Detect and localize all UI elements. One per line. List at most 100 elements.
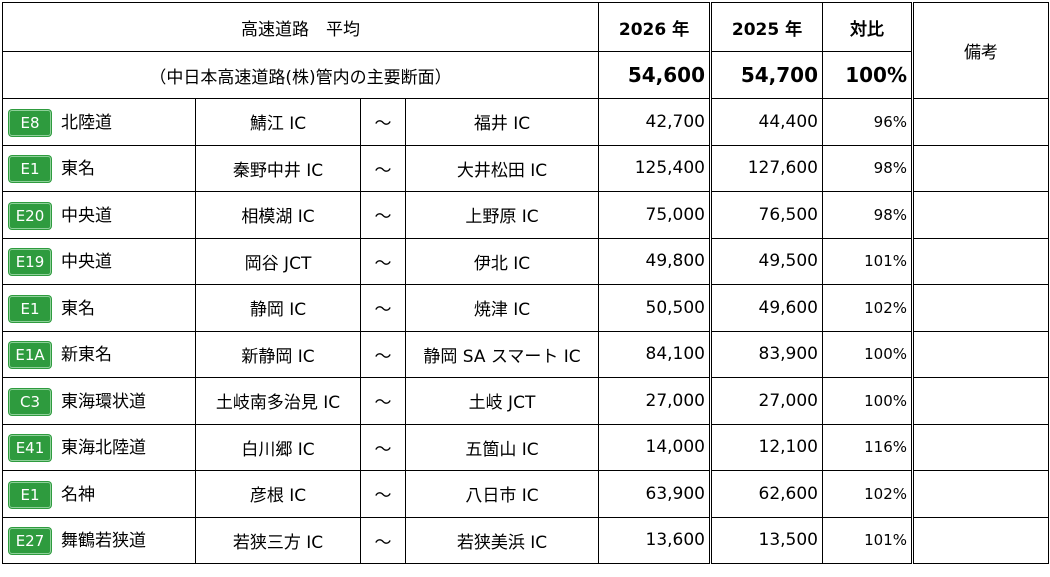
route-badge: E41 (9, 435, 51, 462)
to-point: 八日市 IC (405, 470, 599, 518)
data-row: E1 東名 静岡 IC ～焼津 IC 50,500 49,600 102% (2, 284, 1049, 332)
separator: ～ (360, 98, 406, 146)
road-cell: E41 東海北陸道 (2, 423, 196, 471)
data-row: E27 舞鶴若狭道 若狭三方 IC ～若狭美浜 IC 13,600 13,500 101% (2, 516, 1049, 564)
road-cell: E27 舞鶴若狭道 (2, 516, 196, 564)
road-cell: C3 東海環状道 (2, 377, 196, 425)
from-point: 鯖江 IC (195, 98, 361, 146)
average-ratio: 100% (822, 51, 913, 99)
separator: ～ (360, 330, 406, 378)
road-cell: E1 名神 (2, 470, 196, 518)
remarks (911, 144, 1049, 192)
data-row: E8 北陸道 鯖江 IC ～福井 IC 42,700 44,400 96% (2, 98, 1049, 146)
header-2025: 2025 年 (709, 2, 823, 52)
route-badge: E20 (9, 202, 51, 229)
to-point: 大井松田 IC (405, 144, 599, 192)
route-badge: E19 (9, 249, 51, 276)
from-point: 静岡 IC (195, 284, 361, 332)
ratio: 101% (822, 516, 913, 564)
ratio: 116% (822, 423, 913, 471)
ratio: 96% (822, 98, 913, 146)
data-row: E20 中央道 相模湖 IC ～上野原 IC 75,000 76,500 98% (2, 191, 1049, 239)
value-2025: 83,900 (709, 330, 823, 378)
value-2025: 127,600 (709, 144, 823, 192)
from-point: 岡谷 JCT (195, 237, 361, 285)
remarks (911, 98, 1049, 146)
value-2026: 125,400 (598, 144, 711, 192)
data-row: E1 東名 秦野中井 IC ～大井松田 IC 125,400 127,600 98% (2, 144, 1049, 192)
road-name: 新東名 (61, 345, 112, 366)
value-2026: 49,800 (598, 237, 711, 285)
road-name: 舞鶴若狭道 (61, 531, 146, 552)
remarks (911, 470, 1049, 518)
to-point: 土岐 JCT (405, 377, 599, 425)
from-point: 新静岡 IC (195, 330, 361, 378)
header-row: 高速道路 平均 2026 年 2025 年 対比 備考 (2, 2, 1049, 99)
header-title: 高速道路 平均 (2, 2, 599, 52)
ratio: 102% (822, 470, 913, 518)
from-point: 白川郷 IC (195, 423, 361, 471)
separator: ～ (360, 423, 406, 471)
value-2026: 13,600 (598, 516, 711, 564)
road-cell: E20 中央道 (2, 191, 196, 239)
header-2026: 2026 年 (598, 2, 711, 52)
data-row: E41 東海北陸道 白川郷 IC ～五箇山 IC 14,000 12,100 116% (2, 423, 1049, 471)
to-point: 五箇山 IC (405, 423, 599, 471)
road-cell: E19 中央道 (2, 237, 196, 285)
to-point: 福井 IC (405, 98, 599, 146)
ratio: 98% (822, 144, 913, 192)
to-point: 若狭美浜 IC (405, 516, 599, 564)
separator: ～ (360, 470, 406, 518)
value-2025: 12,100 (709, 423, 823, 471)
separator: ～ (360, 284, 406, 332)
data-row: E19 中央道 岡谷 JCT ～伊北 IC 49,800 49,500 101% (2, 237, 1049, 285)
road-name: 東海環状道 (61, 391, 146, 412)
separator: ～ (360, 191, 406, 239)
from-point: 相模湖 IC (195, 191, 361, 239)
header-subtitle: （中日本高速道路(株)管内の主要断面） (2, 51, 599, 99)
header-ratio: 対比 (822, 2, 913, 52)
route-badge: E27 (9, 528, 51, 555)
separator: ～ (360, 377, 406, 425)
value-2026: 50,500 (598, 284, 711, 332)
value-2025: 27,000 (709, 377, 823, 425)
route-badge: C3 (9, 388, 51, 415)
from-point: 秦野中井 IC (195, 144, 361, 192)
route-badge: E1 (9, 156, 51, 183)
route-badge: E1 (9, 481, 51, 508)
road-name: 北陸道 (61, 112, 112, 133)
average-row: （中日本高速道路(株)管内の主要断面） 54,600 54,700 100% (2, 51, 1049, 99)
to-point: 焼津 IC (405, 284, 599, 332)
average-2026: 54,600 (598, 51, 711, 99)
route-badge: E1 (9, 295, 51, 322)
road-name: 名神 (61, 484, 95, 505)
from-point: 土岐南多治見 IC (195, 377, 361, 425)
from-point: 彦根 IC (195, 470, 361, 518)
data-row: C3 東海環状道 土岐南多治見 IC ～土岐 JCT 27,000 27,000 100% (2, 377, 1049, 425)
remarks (911, 423, 1049, 471)
data-row: E1A 新東名 新静岡 IC ～静岡 SA スマート IC 84,100 83,900 10… (2, 330, 1049, 378)
route-badge: E8 (9, 109, 51, 136)
road-cell: E8 北陸道 (2, 98, 196, 146)
remarks (911, 516, 1049, 564)
road-name: 中央道 (61, 205, 112, 226)
road-cell: E1A 新東名 (2, 330, 196, 378)
value-2025: 76,500 (709, 191, 823, 239)
road-name: 東海北陸道 (61, 438, 146, 459)
remarks (911, 237, 1049, 285)
data-row: E1 名神 彦根 IC ～八日市 IC 63,900 62,600 102% (2, 470, 1049, 518)
road-name: 東名 (61, 298, 95, 319)
value-2025: 49,500 (709, 237, 823, 285)
separator: ～ (360, 516, 406, 564)
value-2025: 44,400 (709, 98, 823, 146)
remarks (911, 191, 1049, 239)
ratio: 98% (822, 191, 913, 239)
from-point: 若狭三方 IC (195, 516, 361, 564)
value-2026: 84,100 (598, 330, 711, 378)
separator: ～ (360, 237, 406, 285)
route-badge: E1A (9, 342, 51, 369)
road-cell: E1 東名 (2, 144, 196, 192)
average-2025: 54,700 (709, 51, 823, 99)
value-2026: 42,700 (598, 98, 711, 146)
value-2025: 49,600 (709, 284, 823, 332)
